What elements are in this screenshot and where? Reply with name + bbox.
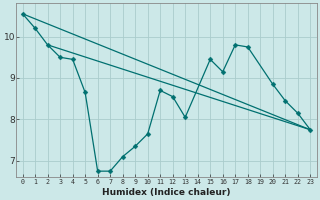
- X-axis label: Humidex (Indice chaleur): Humidex (Indice chaleur): [102, 188, 231, 197]
